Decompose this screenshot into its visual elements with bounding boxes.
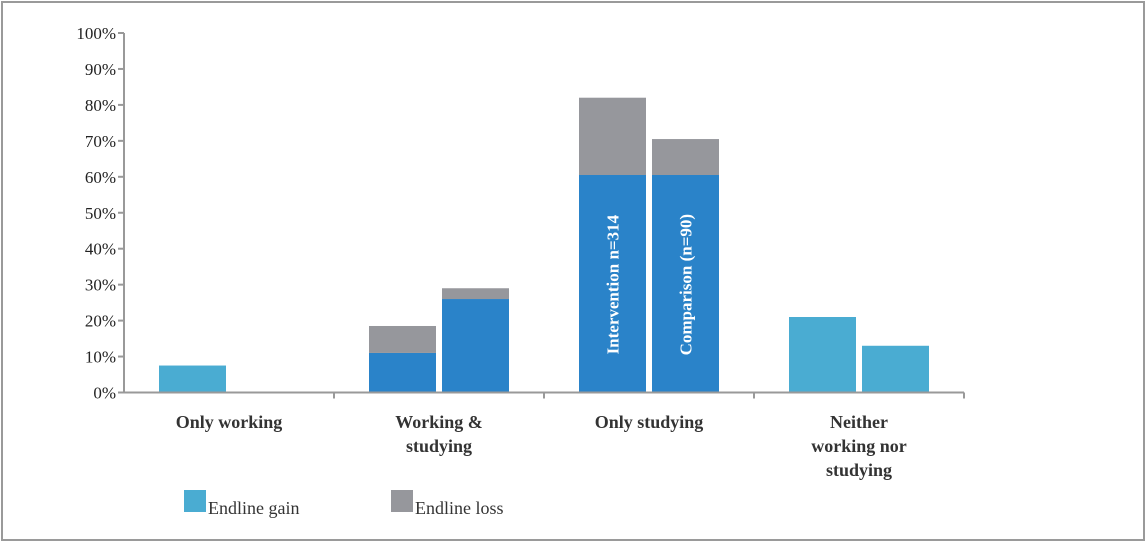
bar-loss xyxy=(579,97,646,176)
bar-gain xyxy=(862,345,929,393)
y-tick-label: 30% xyxy=(85,276,116,295)
bar-base xyxy=(579,175,646,393)
bars xyxy=(159,97,929,393)
y-tick-label: 10% xyxy=(85,348,116,367)
y-tick-label: 50% xyxy=(85,204,116,223)
y-tick-label: 40% xyxy=(85,240,116,259)
x-category-label: Working & xyxy=(395,412,483,432)
bar-labels: Intervention n=314 Comparison (n=90) xyxy=(604,214,696,355)
y-axis: 0% 10% 20% 30% 40% 50% 60% 70% 80% 90% 100% xyxy=(76,24,125,403)
x-axis: Only working Working & studying Only studyi… xyxy=(124,391,965,480)
bar-gain xyxy=(789,317,856,393)
y-tick-label: 80% xyxy=(85,96,116,115)
x-category-label: studying xyxy=(406,436,472,456)
bar-text-label: Comparison (n=90) xyxy=(677,214,696,355)
x-category-label: Only working xyxy=(176,412,283,432)
y-tick-label: 60% xyxy=(85,168,116,187)
bar-text-label: Intervention n=314 xyxy=(604,214,623,354)
bar-base xyxy=(652,175,719,393)
bar-gain xyxy=(159,365,226,393)
y-tick-label: 20% xyxy=(85,312,116,331)
y-tick-label: 70% xyxy=(85,132,116,151)
bar-base xyxy=(442,299,509,393)
legend-swatch-gain xyxy=(184,490,206,512)
legend: Endline gain Endline loss xyxy=(184,490,504,518)
bar-loss xyxy=(652,139,719,176)
y-tick-label: 100% xyxy=(76,24,116,43)
y-tick-label: 90% xyxy=(85,60,116,79)
x-category-label: working nor xyxy=(811,436,907,456)
legend-label: Endline loss xyxy=(415,498,504,518)
bar-base xyxy=(369,352,436,393)
bar-loss xyxy=(369,325,436,353)
x-category-label: Only studying xyxy=(595,412,704,432)
legend-label: Endline gain xyxy=(208,498,299,518)
chart: 0% 10% 20% 30% 40% 50% 60% 70% 80% 90% 100% Interv… xyxy=(76,24,965,518)
x-category-label: studying xyxy=(826,460,892,480)
bar-loss xyxy=(442,288,509,300)
x-category-label: Neither xyxy=(830,412,888,432)
y-tick-label: 0% xyxy=(93,384,116,403)
legend-swatch-loss xyxy=(391,490,413,512)
